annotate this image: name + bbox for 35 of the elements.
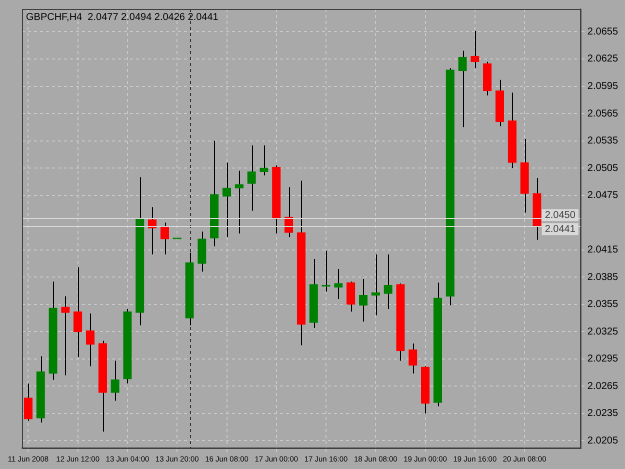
y-tick-label: 2.0295 xyxy=(587,354,618,365)
y-tick-label: 2.0565 xyxy=(587,108,618,120)
y-tick-label: 2.0655 xyxy=(587,26,618,38)
y-tick-label: 2.0475 xyxy=(587,190,618,202)
candlestick xyxy=(234,170,244,234)
candlestick xyxy=(24,382,33,422)
y-tick-label: 2.0355 xyxy=(587,299,618,310)
y-tick-label: 2.0235 xyxy=(587,408,618,420)
y-tick-label: 2.0205 xyxy=(587,435,618,446)
y-tick-label: 2.0265 xyxy=(587,380,618,392)
y-tick-label: 2.0505 xyxy=(587,162,618,174)
y-tick-label: 2.0325 xyxy=(587,326,618,338)
y-tick-label: 2.0415 xyxy=(587,244,618,256)
candlestick xyxy=(110,360,120,402)
candlestick xyxy=(198,231,206,272)
y-tick-label: 2.0535 xyxy=(587,136,618,147)
candlestick xyxy=(222,162,232,238)
candlestick xyxy=(260,144,268,176)
ref-line-label: 2.0450 xyxy=(544,210,576,221)
candlestick xyxy=(74,266,82,358)
candlestick xyxy=(334,268,343,300)
candlestick xyxy=(458,50,467,128)
y-tick-label: 2.0385 xyxy=(587,272,618,283)
ref-line-label: 2.0441 xyxy=(544,224,576,235)
candlestick xyxy=(247,144,256,212)
candlestick xyxy=(346,281,356,312)
y-tick-label: 2.0595 xyxy=(587,81,618,92)
candlestick xyxy=(61,296,70,376)
candlestick xyxy=(371,254,380,316)
candlestick xyxy=(408,342,418,374)
candlestick xyxy=(358,278,368,322)
candlestick xyxy=(384,254,392,310)
candlestick xyxy=(470,30,480,69)
chart-title: GBPCHF,H4 2.0477 2.0494 2.0426 2.0441 xyxy=(26,12,219,23)
y-tick-label: 2.0625 xyxy=(587,54,618,65)
